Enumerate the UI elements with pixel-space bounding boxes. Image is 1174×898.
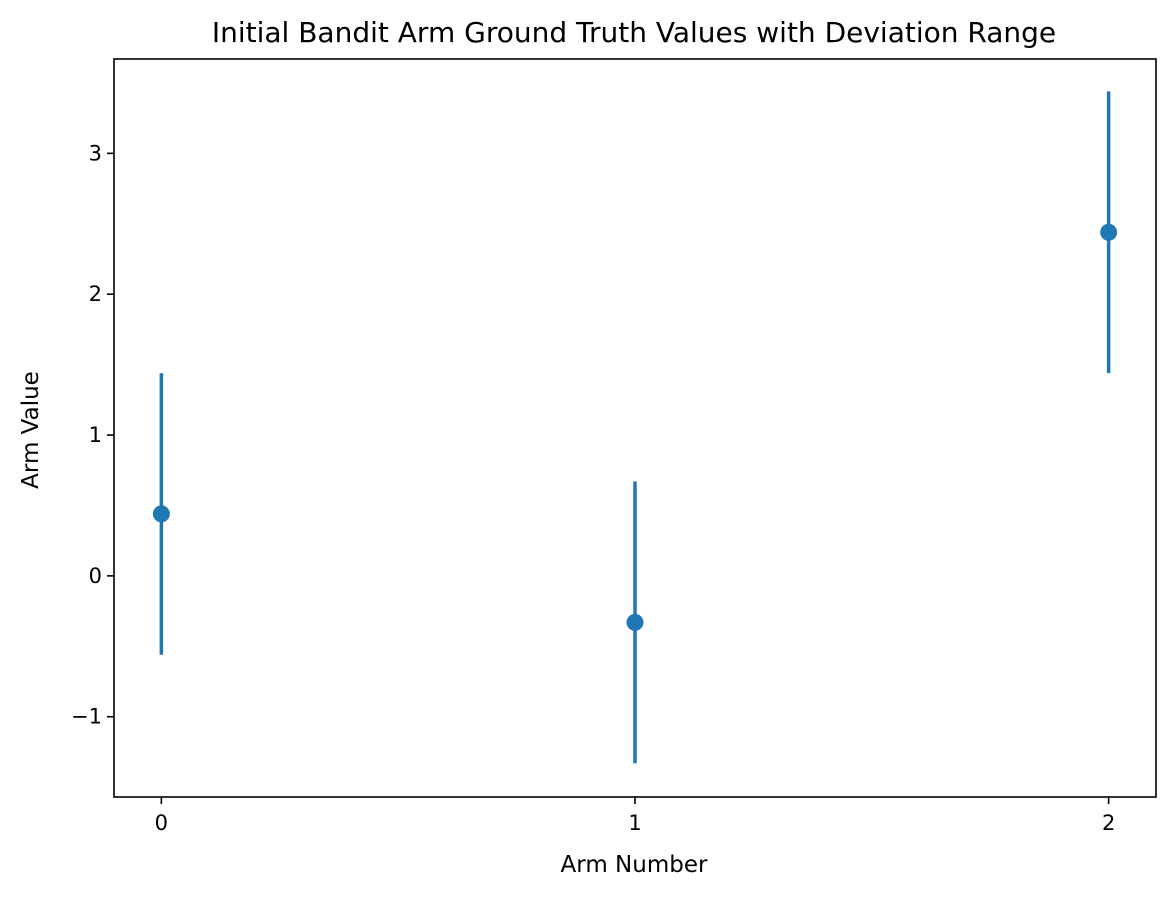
x-tick-label: 1: [628, 811, 641, 835]
x-tick-label: 2: [1102, 811, 1115, 835]
x-tick-label: 0: [155, 811, 168, 835]
plot-area: 0 1 2 −1 0 1 2 3: [71, 58, 1157, 835]
y-tick-label: 3: [89, 141, 102, 165]
y-tick-label: 0: [89, 564, 102, 588]
y-tick-label: 1: [89, 423, 102, 447]
x-axis-label: Arm Number: [561, 852, 708, 878]
data-point: [1100, 223, 1118, 241]
y-tick-label: −1: [71, 705, 102, 729]
data-point: [626, 613, 644, 631]
y-axis-label: Arm Value: [18, 371, 44, 489]
data-point: [152, 505, 170, 523]
y-tick-label: 2: [89, 282, 102, 306]
plot-frame: [113, 58, 1157, 798]
chart-title: Initial Bandit Arm Ground Truth Values w…: [212, 16, 1056, 49]
